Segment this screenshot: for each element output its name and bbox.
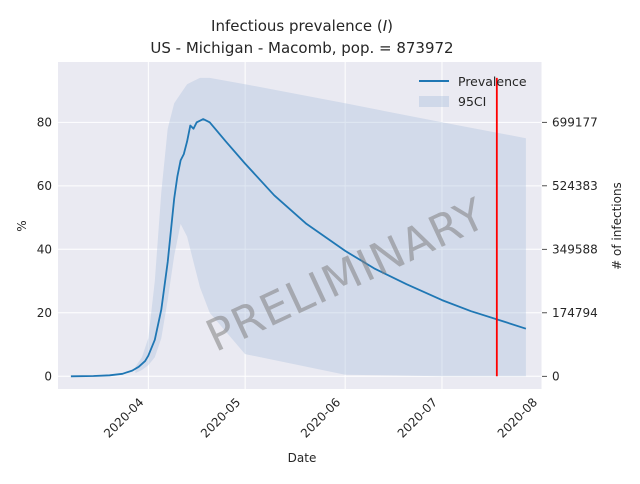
y-tick-label: 0 [44,369,52,383]
legend-95ci-swatch [419,96,449,107]
x-tick-label: 2020-04 [101,395,146,440]
ci-band-95 [135,77,526,377]
y-tick-label: 80 [37,115,52,129]
y-right-tick-label: 174794 [552,306,598,320]
prevalence-line-layer [70,118,527,378]
y-right-tick-label: 699177 [552,115,598,129]
y-tick-label: 20 [37,306,52,320]
y-tick-label: 40 [37,242,52,256]
y-right-tick-label: 349588 [552,242,598,256]
chart-title-line2: US - Michigan - Macomb, pop. = 873972 [150,39,453,57]
y-right-tick-label: 0 [552,369,560,383]
legend-prevalence-label: Prevalence [458,74,527,89]
plot-background [58,62,542,389]
grid [58,62,543,389]
y-tick-label: 60 [37,179,52,193]
x-tick-labels: 2020-04 2020-05 2020-06 2020-07 2020-08 [101,395,540,440]
y-right-tick-labels: 0 174794 349588 524383 699177 [542,115,598,383]
y-tick-labels: 0 20 40 60 80 [37,115,52,383]
y-right-axis-label: # of infections [610,182,624,270]
ci-band-layer [135,77,526,377]
legend-95ci-label: 95CI [458,94,486,109]
x-tick-label: 2020-08 [495,395,540,440]
y-right-tick-label: 524383 [552,179,598,193]
chart-title-line1: Infectious prevalence (I) [211,17,393,35]
x-axis-label: Date [288,451,317,465]
x-tick-label: 2020-06 [298,395,343,440]
series-line-prevalence [70,118,527,378]
legend: Prevalence 95CI [419,74,527,109]
y-axis-label: % [15,220,29,231]
x-tick-label: 2020-05 [198,395,243,440]
x-tick-label: 2020-07 [395,395,440,440]
